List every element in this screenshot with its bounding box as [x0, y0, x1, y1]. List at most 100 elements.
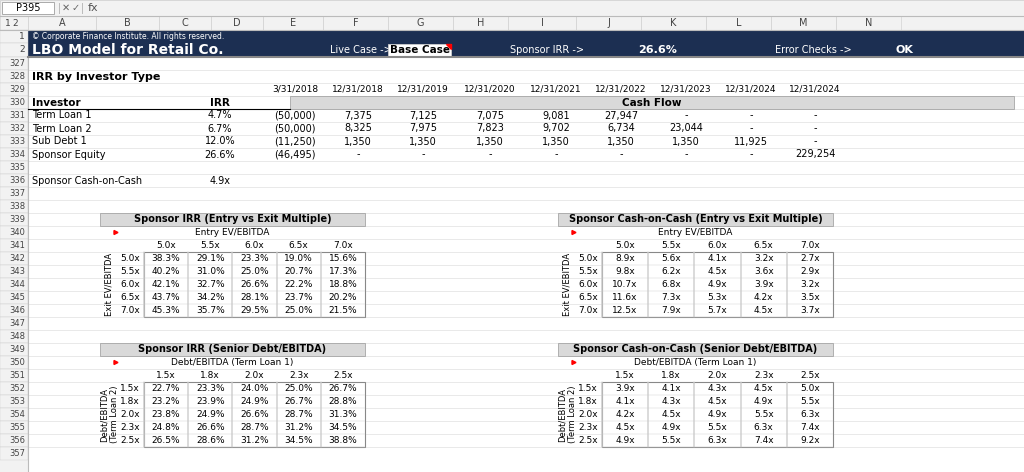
- Text: 1,350: 1,350: [344, 136, 372, 146]
- Text: 3.6x: 3.6x: [754, 267, 773, 276]
- Text: 9.2x: 9.2x: [800, 436, 820, 445]
- Text: 6.5x: 6.5x: [120, 293, 140, 302]
- Text: 8.9x: 8.9x: [615, 254, 635, 263]
- Text: 4.5x: 4.5x: [754, 384, 773, 393]
- Text: 28.7%: 28.7%: [285, 410, 313, 419]
- Text: 26.5%: 26.5%: [152, 436, 180, 445]
- Text: 6.0x: 6.0x: [708, 241, 727, 250]
- Text: 17.3%: 17.3%: [329, 267, 357, 276]
- Bar: [0, 122, 28, 135]
- Text: Debt/EBITDA
(Term Loan 2): Debt/EBITDA (Term Loan 2): [99, 386, 119, 443]
- Text: Sponsor Cash-on-Cash (Entry vs Exit Multiple): Sponsor Cash-on-Cash (Entry vs Exit Mult…: [568, 214, 822, 225]
- Text: -: -: [750, 150, 753, 160]
- Text: 28.6%: 28.6%: [196, 436, 224, 445]
- Bar: [100, 213, 365, 226]
- Bar: [0, 408, 28, 421]
- Text: Base Case: Base Case: [389, 45, 450, 55]
- Text: 31.2%: 31.2%: [285, 423, 313, 432]
- Text: 9,702: 9,702: [542, 124, 570, 134]
- Text: 5.0x: 5.0x: [120, 254, 140, 263]
- Text: ✓: ✓: [72, 3, 80, 13]
- Text: 328: 328: [9, 72, 25, 81]
- Text: 29.5%: 29.5%: [241, 306, 269, 315]
- Text: 12/31/2023: 12/31/2023: [660, 85, 712, 94]
- Text: 23,044: 23,044: [669, 124, 702, 134]
- Text: 6.5x: 6.5x: [579, 293, 598, 302]
- Bar: [0, 278, 28, 291]
- Bar: [0, 330, 28, 343]
- Text: 2: 2: [19, 45, 25, 54]
- Text: Sponsor Cash-on-Cash (Senior Debt/EBITDA): Sponsor Cash-on-Cash (Senior Debt/EBITDA…: [573, 345, 817, 354]
- Polygon shape: [114, 361, 118, 364]
- Polygon shape: [572, 230, 575, 235]
- Bar: [771, 16, 836, 30]
- Text: 3.9x: 3.9x: [754, 280, 773, 289]
- Text: 4.9x: 4.9x: [662, 423, 681, 432]
- Text: 4.9x: 4.9x: [708, 280, 727, 289]
- Text: 4.1x: 4.1x: [615, 397, 635, 406]
- Text: Term Loan 2: Term Loan 2: [32, 124, 91, 134]
- Bar: [144, 382, 365, 447]
- Text: 229,254: 229,254: [795, 150, 836, 160]
- Text: 3.5x: 3.5x: [800, 293, 820, 302]
- Text: 15.6%: 15.6%: [329, 254, 357, 263]
- Text: Sponsor IRR (Entry vs Exit Multiple): Sponsor IRR (Entry vs Exit Multiple): [134, 214, 332, 225]
- Text: 24.0%: 24.0%: [241, 384, 268, 393]
- Text: 327: 327: [9, 59, 25, 68]
- Text: 339: 339: [9, 215, 25, 224]
- Text: IRR: IRR: [210, 98, 230, 108]
- Text: Entry EV/EBITDA: Entry EV/EBITDA: [196, 228, 269, 237]
- Text: 7.4x: 7.4x: [754, 436, 773, 445]
- Text: 7.9x: 7.9x: [662, 306, 681, 315]
- Bar: [323, 16, 388, 30]
- Text: L: L: [736, 18, 741, 28]
- Text: fx: fx: [88, 3, 98, 13]
- Text: Sub Debt 1: Sub Debt 1: [32, 136, 87, 146]
- Text: 2.5x: 2.5x: [120, 436, 140, 445]
- Text: 5.7x: 5.7x: [708, 306, 727, 315]
- Text: 40.2%: 40.2%: [152, 267, 180, 276]
- Text: (50,000): (50,000): [274, 110, 315, 120]
- Bar: [0, 0, 1024, 16]
- Text: -: -: [750, 124, 753, 134]
- Text: J: J: [607, 18, 610, 28]
- Text: 330: 330: [9, 98, 25, 107]
- Bar: [0, 16, 28, 30]
- Bar: [0, 304, 28, 317]
- Text: 1,350: 1,350: [410, 136, 437, 146]
- Bar: [0, 96, 28, 109]
- Text: 4.1x: 4.1x: [662, 384, 681, 393]
- Text: 5.5x: 5.5x: [579, 267, 598, 276]
- Text: 1,350: 1,350: [672, 136, 699, 146]
- Bar: [0, 395, 28, 408]
- Text: 21.5%: 21.5%: [329, 306, 357, 315]
- Text: K: K: [671, 18, 677, 28]
- Text: 6.7%: 6.7%: [208, 124, 232, 134]
- Text: 2.0x: 2.0x: [120, 410, 140, 419]
- Text: 6.5x: 6.5x: [289, 241, 308, 250]
- Text: 12.0%: 12.0%: [205, 136, 236, 146]
- Text: 5.5x: 5.5x: [754, 410, 773, 419]
- Bar: [28, 57, 1024, 472]
- Text: 6.5x: 6.5x: [754, 241, 773, 250]
- Text: F: F: [352, 18, 358, 28]
- Text: 12/31/2018: 12/31/2018: [332, 85, 384, 94]
- Text: 2.7x: 2.7x: [800, 254, 820, 263]
- Bar: [28, 30, 1024, 57]
- Text: LBO Model for Retail Co.: LBO Model for Retail Co.: [32, 43, 223, 57]
- Text: 5.0x: 5.0x: [615, 241, 635, 250]
- Text: 354: 354: [9, 410, 25, 419]
- Text: 23.7%: 23.7%: [285, 293, 313, 302]
- Text: 23.3%: 23.3%: [196, 384, 224, 393]
- Text: 343: 343: [9, 267, 25, 276]
- Text: Sponsor IRR (Senior Debt/EBITDA): Sponsor IRR (Senior Debt/EBITDA): [138, 345, 327, 354]
- Text: 18.8%: 18.8%: [329, 280, 357, 289]
- Text: 12.5x: 12.5x: [612, 306, 638, 315]
- Text: Cash Flow: Cash Flow: [623, 98, 682, 108]
- Bar: [0, 187, 28, 200]
- Text: 5.5x: 5.5x: [662, 436, 681, 445]
- Bar: [0, 421, 28, 434]
- Text: 334: 334: [9, 150, 25, 159]
- Bar: [0, 109, 28, 122]
- Bar: [453, 16, 508, 30]
